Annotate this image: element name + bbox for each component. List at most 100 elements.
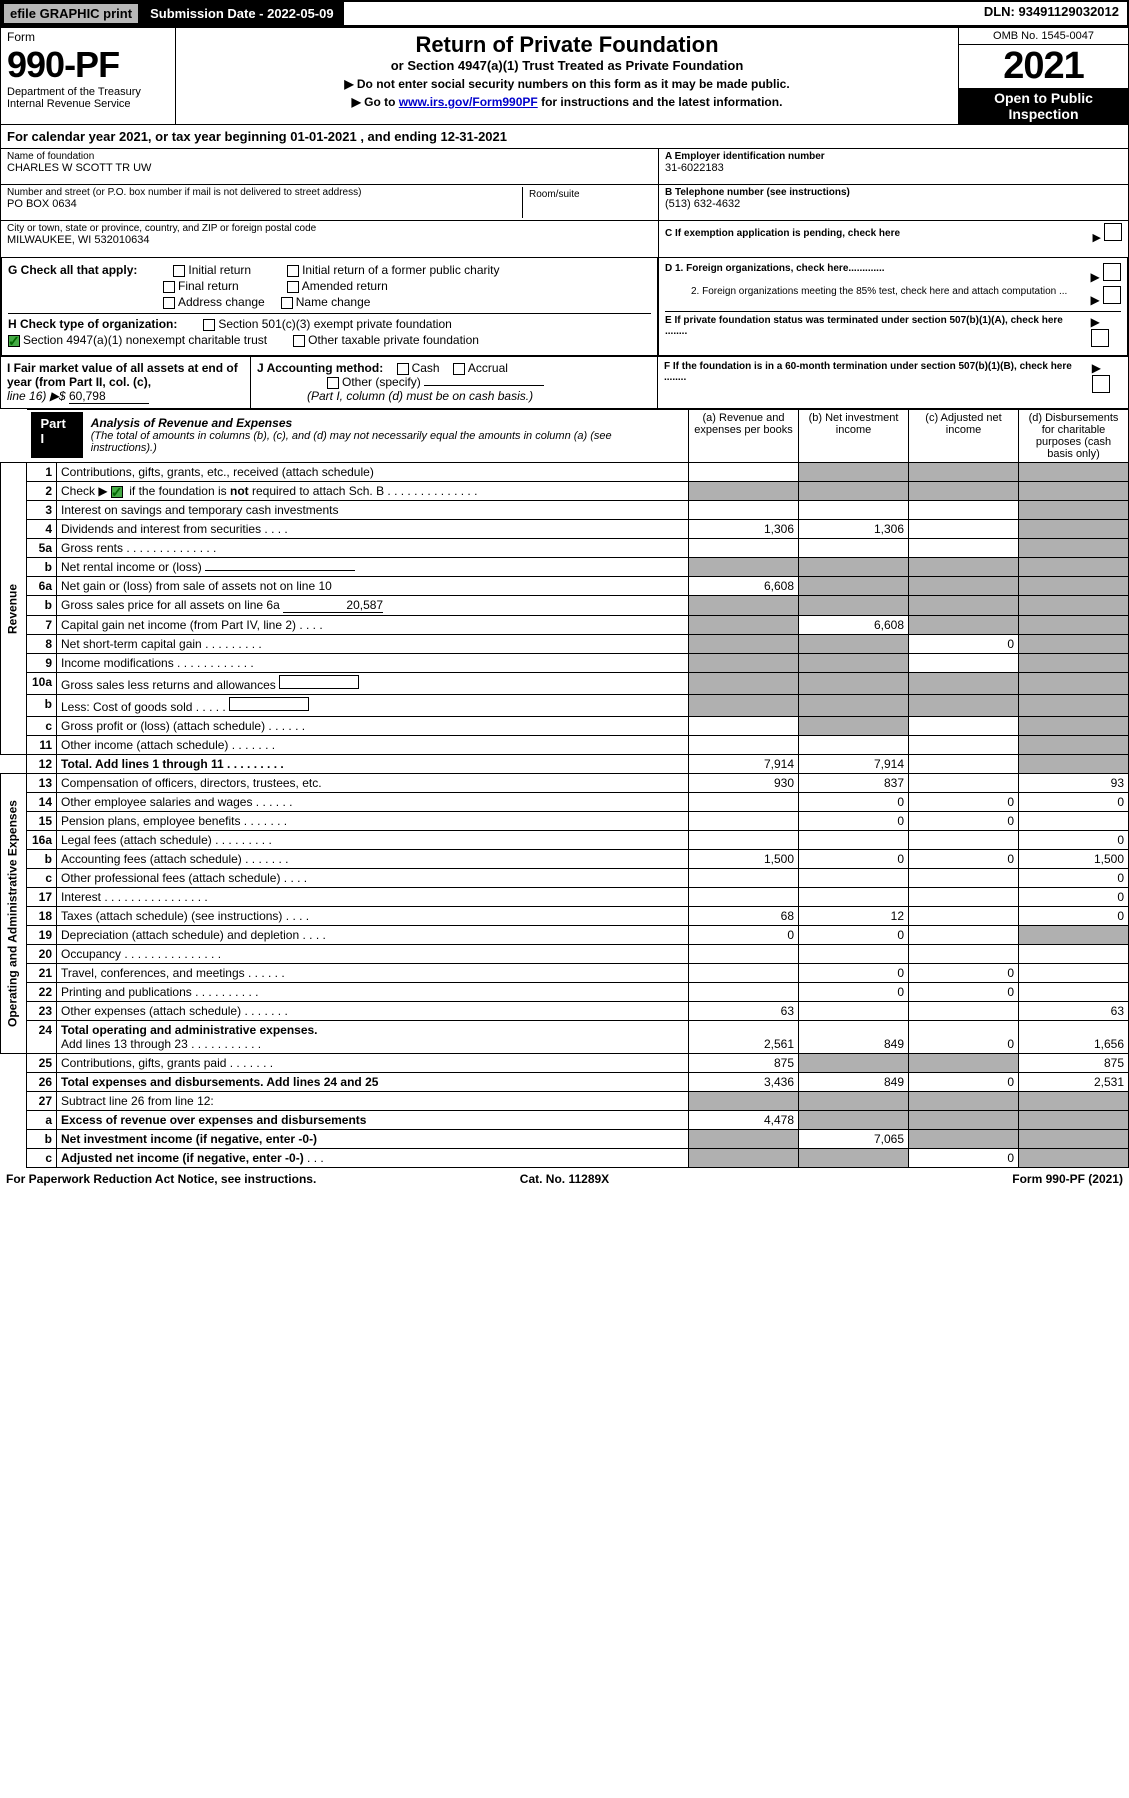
line-17-d: 0 xyxy=(1019,888,1129,907)
final-return-checkbox[interactable] xyxy=(163,281,175,293)
exemption-pending-checkbox[interactable] xyxy=(1104,223,1122,241)
omb-number: OMB No. 1545-0047 xyxy=(959,28,1128,45)
line-16a-d: 0 xyxy=(1019,831,1129,850)
address: PO BOX 0634 xyxy=(7,198,522,210)
line-11: Other income (attach schedule) . . . . .… xyxy=(57,736,689,755)
line-13-d: 93 xyxy=(1019,774,1129,793)
exemption-pending-label: C If exemption application is pending, c… xyxy=(665,228,900,239)
accrual-label: Accrual xyxy=(468,361,508,375)
instruction-2: ▶ Go to www.irs.gov/Form990PF for instru… xyxy=(180,95,954,109)
line-6b: Gross sales price for all assets on line… xyxy=(57,596,689,616)
amended-return-checkbox[interactable] xyxy=(287,281,299,293)
e-checkbox[interactable] xyxy=(1091,329,1109,347)
dept-irs: Internal Revenue Service xyxy=(7,98,169,110)
efile-print-button[interactable]: efile GRAPHIC print xyxy=(2,2,140,25)
line-15: Pension plans, employee benefits . . . .… xyxy=(57,812,689,831)
address-change-checkbox[interactable] xyxy=(163,297,175,309)
line-7-b: 6,608 xyxy=(799,616,909,635)
line-27c: Adjusted net income (if negative, enter … xyxy=(57,1149,689,1168)
dept-treasury: Department of the Treasury xyxy=(7,86,169,98)
f-checkbox[interactable] xyxy=(1092,375,1110,393)
line-16c-d: 0 xyxy=(1019,869,1129,888)
accrual-checkbox[interactable] xyxy=(453,363,465,375)
form-title: Return of Private Foundation xyxy=(180,32,954,58)
other-method-checkbox[interactable] xyxy=(327,377,339,389)
part1-table: Part I Analysis of Revenue and Expenses … xyxy=(0,409,1129,1168)
line-14-d: 0 xyxy=(1019,793,1129,812)
city-state-zip: MILWAUKEE, WI 532010634 xyxy=(7,234,652,246)
schb-not-required-checkbox[interactable] xyxy=(111,486,123,498)
line-26-a: 3,436 xyxy=(689,1073,799,1092)
revenue-side-label: Revenue xyxy=(1,463,27,755)
initial-former-label: Initial return of a former public charit… xyxy=(302,263,499,277)
line-16b-c: 0 xyxy=(909,850,1019,869)
paperwork-notice: For Paperwork Reduction Act Notice, see … xyxy=(6,1172,378,1186)
line-24: Total operating and administrative expen… xyxy=(57,1021,689,1054)
line-21: Travel, conferences, and meetings . . . … xyxy=(57,964,689,983)
room-label: Room/suite xyxy=(529,189,646,200)
line-24-d: 1,656 xyxy=(1019,1021,1129,1054)
line-22: Printing and publications . . . . . . . … xyxy=(57,983,689,1002)
entity-info: Name of foundation CHARLES W SCOTT TR UW… xyxy=(0,149,1129,258)
line-17: Interest . . . . . . . . . . . . . . . . xyxy=(57,888,689,907)
instr2-post: for instructions and the latest informat… xyxy=(538,95,783,109)
e-label: E If private foundation status was termi… xyxy=(665,315,1085,337)
foundation-name: CHARLES W SCOTT TR UW xyxy=(7,162,652,174)
name-label: Name of foundation xyxy=(7,151,652,162)
line-12: Total. Add lines 1 through 11 . . . . . … xyxy=(57,755,689,774)
4947a1-checkbox[interactable] xyxy=(8,335,20,347)
line-4-b: 1,306 xyxy=(799,520,909,539)
catalog-number: Cat. No. 11289X xyxy=(378,1172,750,1186)
form-number: 990-PF xyxy=(7,44,169,86)
line-18-b: 12 xyxy=(799,907,909,926)
initial-return-label: Initial return xyxy=(188,263,251,277)
line-4-a: 1,306 xyxy=(689,520,799,539)
name-change-checkbox[interactable] xyxy=(281,297,293,309)
line-13-b: 837 xyxy=(799,774,909,793)
line-13: Compensation of officers, directors, tru… xyxy=(57,774,689,793)
calendar-year: For calendar year 2021, or tax year begi… xyxy=(0,125,1129,149)
line-8-c: 0 xyxy=(909,635,1019,654)
j-note: (Part I, column (d) must be on cash basi… xyxy=(307,389,533,403)
part1-tab: Part I xyxy=(31,412,83,458)
line-21-b: 0 xyxy=(799,964,909,983)
line-26-c: 0 xyxy=(909,1073,1019,1092)
page-footer: For Paperwork Reduction Act Notice, see … xyxy=(0,1168,1129,1190)
lower-check-row: I Fair market value of all assets at end… xyxy=(0,357,1129,409)
line-18: Taxes (attach schedule) (see instruction… xyxy=(57,907,689,926)
line-13-a: 930 xyxy=(689,774,799,793)
cash-checkbox[interactable] xyxy=(397,363,409,375)
initial-former-checkbox[interactable] xyxy=(287,265,299,277)
line-18-d: 0 xyxy=(1019,907,1129,926)
501c3-checkbox[interactable] xyxy=(203,319,215,331)
d1-label: D 1. Foreign organizations, check here..… xyxy=(665,263,885,274)
line-4: Dividends and interest from securities .… xyxy=(57,520,689,539)
line-12-a: 7,914 xyxy=(689,755,799,774)
h-label: H Check type of organization: xyxy=(8,317,177,331)
line-27: Subtract line 26 from line 12: xyxy=(57,1092,689,1111)
line-26-b: 849 xyxy=(799,1073,909,1092)
line-19: Depreciation (attach schedule) and deple… xyxy=(57,926,689,945)
line-15-c: 0 xyxy=(909,812,1019,831)
line-23-d: 63 xyxy=(1019,1002,1129,1021)
i-line16: line 16) ▶$ xyxy=(7,389,66,403)
line-27a-a: 4,478 xyxy=(689,1111,799,1130)
line-24-c: 0 xyxy=(909,1021,1019,1054)
other-taxable-checkbox[interactable] xyxy=(293,335,305,347)
d1-checkbox[interactable] xyxy=(1103,263,1121,281)
line-25-d: 875 xyxy=(1019,1054,1129,1073)
line-23: Other expenses (attach schedule) . . . .… xyxy=(57,1002,689,1021)
line-10c: Gross profit or (loss) (attach schedule)… xyxy=(57,717,689,736)
line-16b: Accounting fees (attach schedule) . . . … xyxy=(57,850,689,869)
line-7: Capital gain net income (from Part IV, l… xyxy=(57,616,689,635)
initial-return-checkbox[interactable] xyxy=(173,265,185,277)
line-23-a: 63 xyxy=(689,1002,799,1021)
tax-year: 2021 xyxy=(959,45,1128,88)
instr2-pre: ▶ Go to xyxy=(352,95,399,109)
phone-label: B Telephone number (see instructions) xyxy=(665,187,1122,198)
instructions-link[interactable]: www.irs.gov/Form990PF xyxy=(399,95,538,109)
d2-checkbox[interactable] xyxy=(1103,286,1121,304)
check-blocks: G Check all that apply: Initial return I… xyxy=(0,258,1129,357)
cash-label: Cash xyxy=(412,361,440,375)
f-label: F If the foundation is in a 60-month ter… xyxy=(664,361,1092,396)
